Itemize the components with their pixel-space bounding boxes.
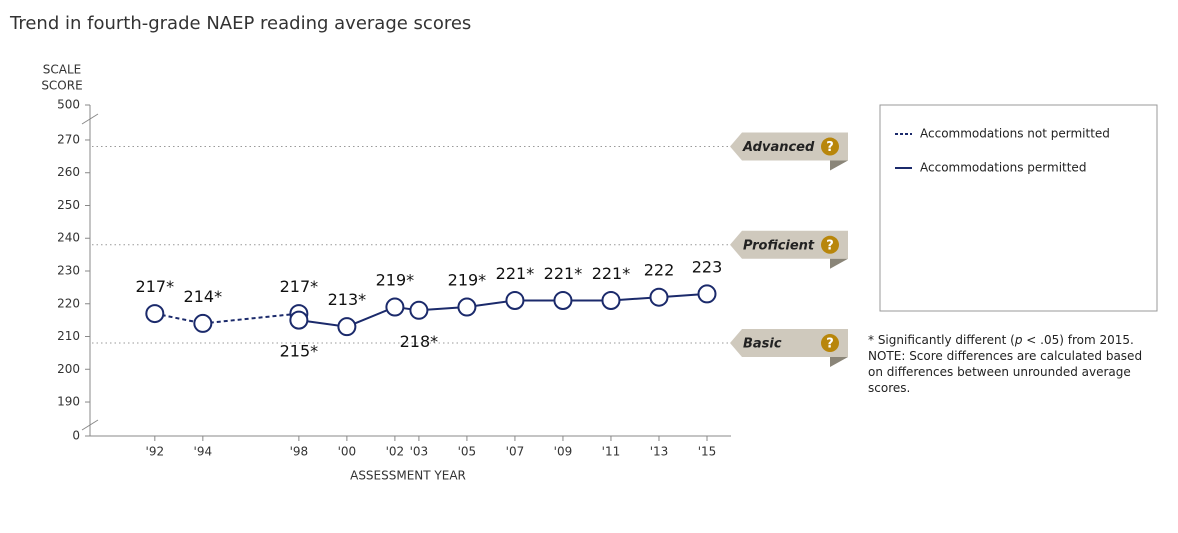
notes: * Significantly different (p < .05) from… xyxy=(868,332,1158,396)
help-icon-mark: ? xyxy=(826,140,834,155)
y-tick-label: 270 xyxy=(57,132,80,146)
data-point xyxy=(649,287,669,307)
x-tick-label: '11 xyxy=(602,445,621,459)
data-label: 217* xyxy=(136,277,175,296)
footnote-text: < .05) from 2015. xyxy=(1022,333,1134,347)
x-tick-label: '07 xyxy=(506,445,525,459)
x-tick-label: '02 xyxy=(386,445,405,459)
y-tick-label: 240 xyxy=(57,231,80,245)
x-tick-label: '00 xyxy=(338,445,357,459)
level-label: Basic xyxy=(743,337,782,352)
data-label: 219* xyxy=(448,271,487,290)
y-axis-label: SCALE xyxy=(43,63,81,77)
x-tick-label: '15 xyxy=(698,445,717,459)
level-tag-fold xyxy=(830,258,848,269)
help-icon[interactable] xyxy=(821,334,839,353)
y-tick-label: 260 xyxy=(57,165,80,179)
data-label: 217* xyxy=(280,277,319,296)
footnote-text: * Significantly different ( xyxy=(868,333,1015,347)
y-tick-label: 500 xyxy=(57,98,80,112)
help-icon-mark: ? xyxy=(826,337,834,352)
data-label: 223 xyxy=(692,257,723,276)
axis-break xyxy=(81,419,99,431)
data-point xyxy=(601,290,621,310)
data-point xyxy=(457,297,477,317)
data-point xyxy=(697,284,717,304)
data-label: 221* xyxy=(592,264,631,283)
data-point xyxy=(193,313,213,333)
data-point xyxy=(337,317,357,337)
x-tick-label: '03 xyxy=(410,445,429,459)
help-icon[interactable] xyxy=(821,235,839,254)
axis-break xyxy=(81,113,99,125)
level-tag xyxy=(730,230,848,259)
y-axis-label: SCORE xyxy=(41,79,82,93)
legend-label: Accommodations permitted xyxy=(920,161,1086,175)
data-label: 221* xyxy=(496,264,535,283)
data-point xyxy=(145,304,165,324)
footnote: * Significantly different (p < .05) from… xyxy=(868,332,1158,348)
data-point xyxy=(409,300,429,320)
y-tick-label: 190 xyxy=(57,395,80,409)
level-label: Advanced xyxy=(742,140,815,155)
y-tick-label: 220 xyxy=(57,296,80,310)
data-point xyxy=(505,290,525,310)
x-tick-label: '98 xyxy=(290,445,309,459)
data-label: 218* xyxy=(400,332,439,351)
series-line xyxy=(298,292,708,328)
help-icon-mark: ? xyxy=(826,238,834,253)
data-label: 222 xyxy=(644,261,675,280)
series-line xyxy=(154,312,299,325)
note: NOTE: Score differences are calculated b… xyxy=(868,349,1143,395)
chart-title: Trend in fourth-grade NAEP reading avera… xyxy=(9,13,471,34)
y-tick-label: 200 xyxy=(57,362,80,376)
y-tick-label: 210 xyxy=(57,329,80,343)
x-tick-label: '09 xyxy=(554,445,573,459)
data-point xyxy=(385,297,405,317)
data-label: 221* xyxy=(544,264,583,283)
level-label: Proficient xyxy=(743,238,815,253)
data-point xyxy=(553,290,573,310)
x-axis-label: ASSESSMENT YEAR xyxy=(350,469,466,483)
data-label: 213* xyxy=(328,290,367,309)
y-tick-label: 230 xyxy=(57,264,80,278)
x-tick-label: '05 xyxy=(458,445,477,459)
x-tick-label: '92 xyxy=(146,445,165,459)
level-tag-fold xyxy=(830,357,848,368)
data-point xyxy=(289,310,309,330)
x-tick-label: '13 xyxy=(650,445,669,459)
footnote-text: p xyxy=(1014,333,1023,347)
legend-box xyxy=(879,104,1158,312)
y-tick-label: 250 xyxy=(57,198,80,212)
data-label: 215* xyxy=(280,342,319,361)
data-label: 219* xyxy=(376,271,415,290)
data-label: 214* xyxy=(184,287,223,306)
y-tick-label: 0 xyxy=(72,429,80,443)
x-tick-label: '94 xyxy=(194,445,213,459)
legend-label: Accommodations not permitted xyxy=(920,127,1110,141)
help-icon[interactable] xyxy=(821,137,839,156)
level-tag xyxy=(730,329,848,358)
level-tag-fold xyxy=(830,160,848,171)
level-tag xyxy=(730,132,848,161)
